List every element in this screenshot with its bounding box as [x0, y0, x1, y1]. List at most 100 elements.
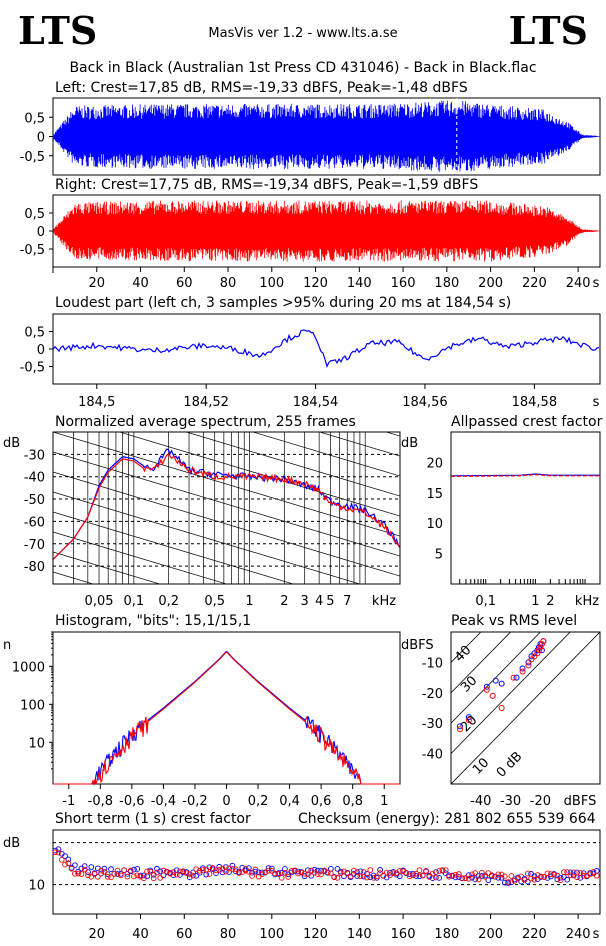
shortcrest-point	[452, 871, 459, 878]
loudest-title: Loudest part (left ch, 3 samples >95% du…	[55, 295, 512, 311]
loudest-xtick-label: 184,56	[402, 395, 448, 410]
shortcrest-point	[521, 876, 528, 883]
shortcrest-point	[337, 870, 344, 876]
shortcrest-point	[154, 869, 160, 876]
shortcrest-xtick-label: 80	[220, 927, 237, 942]
shortcrest-point	[196, 867, 203, 874]
spectrum-ytick-label: -80	[24, 560, 45, 575]
shortcrest-point	[282, 866, 288, 872]
histogram-xtick-label: -0,2	[182, 794, 207, 809]
right-channel-xtick-label: 200	[478, 276, 503, 291]
right-channel-ytick-label: -0,5	[20, 243, 45, 258]
peakrms-point	[531, 650, 538, 657]
right-channel-xtick-label: 140	[347, 276, 372, 291]
shortcrest-point	[193, 872, 200, 879]
spectrum-xtick-label: 7	[343, 594, 351, 609]
shortcrest-ytick-label: 10	[28, 879, 45, 894]
shortcrest-panel: dB 10 20 40 60 80 100 120 140 160 180 200 220 240 s	[3, 829, 601, 942]
allpass-ytick-label: 10	[426, 517, 443, 532]
shortcrest-point	[239, 869, 246, 875]
shortcrest-point	[518, 873, 525, 880]
shortcrest-point	[305, 867, 311, 874]
shortcrest-point	[75, 870, 82, 877]
right-channel-xunit: s	[593, 276, 600, 291]
shortcrest-point	[140, 872, 147, 879]
shortcrest-point	[301, 870, 308, 877]
spectrum-ytick-label: -40	[24, 471, 45, 486]
shortcrest-xunit: s	[593, 927, 600, 942]
allpass-frame	[450, 431, 601, 585]
shortcrest-point	[157, 868, 164, 875]
shortcrest-point	[213, 870, 219, 876]
shortcrest-point	[554, 876, 561, 883]
shortcrest-point	[534, 872, 541, 878]
shortcrest-point	[593, 872, 600, 879]
spectrum-xunit: kHz	[372, 594, 396, 609]
peakrms-point	[465, 714, 472, 721]
shortcrest-point	[203, 866, 210, 873]
shortcrest-point	[98, 870, 104, 877]
peakrms-point	[535, 647, 542, 654]
shortcrest-point	[567, 869, 574, 876]
spectrum-slope-line	[251, 432, 400, 477]
peakrms-point	[465, 717, 472, 724]
shortcrest-point	[508, 873, 515, 879]
spectrum-ytick-label: -50	[24, 493, 45, 508]
crest-line	[451, 632, 600, 784]
shortcrest-point	[193, 866, 200, 873]
shortcrest-xtick-label: 220	[522, 927, 547, 942]
histogram-series-left	[53, 651, 400, 785]
peakrms-point	[525, 662, 532, 669]
shortcrest-point	[472, 870, 479, 876]
allpass-xunit: kHz	[575, 594, 599, 609]
shortcrest-xtick-label: 100	[259, 927, 284, 942]
shortcrest-point	[62, 853, 68, 859]
shortcrest-point	[72, 862, 78, 869]
checksum: Checksum (energy): 281 802 655 539 664	[298, 811, 596, 827]
peakrms-xtick-label: -20	[530, 794, 551, 809]
shortcrest-point	[183, 870, 190, 877]
shortcrest-point	[91, 871, 98, 877]
shortcrest-point	[226, 865, 232, 872]
shortcrest-point	[531, 876, 538, 883]
shortcrest-point	[429, 870, 436, 877]
peakrms-point	[538, 641, 545, 648]
allpass-ytick-label: 20	[426, 456, 443, 471]
spectrum-slope-line	[53, 292, 400, 396]
shortcrest-point	[170, 872, 177, 879]
shortcrest-point	[551, 871, 557, 878]
loudest-ytick-label: -0,5	[20, 361, 45, 376]
spectrum-frame	[52, 431, 401, 585]
shortcrest-point	[390, 870, 397, 877]
spectrum-ytick-label: -70	[24, 538, 45, 553]
peakrms-point	[537, 644, 544, 651]
shortcrest-point	[259, 869, 265, 876]
shortcrest-point	[557, 877, 564, 884]
peakrms-ytick-label: -40	[422, 748, 443, 763]
left-channel-ytick-label: -0,5	[20, 150, 45, 165]
right-channel-waveform	[53, 200, 601, 262]
shortcrest-xtick-label: 120	[303, 927, 328, 942]
shortcrest-point	[561, 869, 567, 875]
shortcrest-point	[462, 875, 469, 882]
shortcrest-point	[485, 877, 492, 884]
shortcrest-point	[328, 870, 334, 877]
right-title: Right: Crest=17,75 dB, RMS=-19,34 dBFS, …	[55, 177, 479, 193]
crest-line	[451, 632, 541, 724]
crest-line-label: 10	[470, 755, 492, 777]
shortcrest-point	[229, 862, 236, 869]
right-channel-xtick-label: 60	[176, 276, 193, 291]
allpass-ylabel: dB	[401, 436, 418, 451]
shortcrest-point	[442, 867, 449, 873]
shortcrest-point	[219, 865, 226, 872]
shortcrest-point	[104, 873, 111, 880]
shortcrest-point	[167, 870, 173, 877]
shortcrest-point	[406, 873, 413, 880]
shortcrest-point	[465, 875, 472, 882]
peakrms-point	[531, 653, 538, 660]
peakrms-ytick-label: -30	[422, 717, 443, 732]
peakrms-ytick-label: -20	[422, 687, 443, 702]
peakrms-point	[540, 638, 547, 645]
shortcrest-point	[478, 869, 485, 876]
shortcrest-point	[124, 873, 131, 880]
